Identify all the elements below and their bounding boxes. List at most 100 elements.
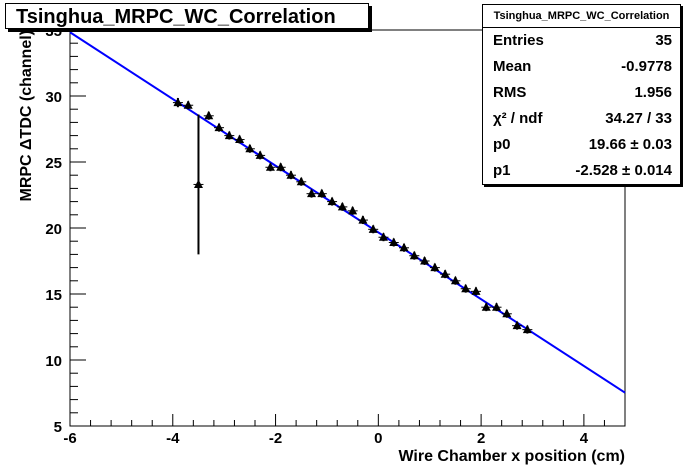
data-point [265, 162, 276, 172]
triangle-marker [337, 201, 347, 211]
data-point [327, 196, 338, 206]
data-point [460, 283, 471, 293]
triangle-marker [327, 196, 337, 206]
stats-row: p0 19.66 ± 0.03 [483, 132, 680, 158]
data-point [244, 143, 255, 153]
triangle-marker [512, 320, 522, 330]
data-point [357, 215, 368, 225]
stats-row-name: p0 [493, 136, 511, 153]
data-point [183, 100, 194, 110]
x-tick-label: 0 [374, 430, 382, 447]
stats-row: Entries 35 [483, 28, 680, 54]
fit-line [69, 31, 626, 394]
triangle-marker [358, 215, 368, 224]
triangle-marker [265, 162, 275, 171]
stats-row-name: Mean [493, 58, 532, 75]
x-tick-label: 4 [580, 430, 589, 447]
data-point [440, 269, 451, 279]
stats-row: χ² / ndf 34.27 / 33 [483, 106, 680, 132]
stats-row-name: χ² / ndf [493, 110, 543, 127]
x-tick-label: -2 [269, 430, 282, 447]
x-tick-label: -4 [166, 430, 180, 447]
x-tick-label: 2 [477, 430, 485, 447]
triangle-marker [317, 188, 327, 198]
triangle-marker [440, 269, 450, 278]
triangle-marker [492, 302, 502, 311]
triangle-marker [420, 256, 430, 265]
data-point [337, 201, 348, 211]
data-point [275, 162, 286, 172]
triangle-marker [502, 308, 512, 318]
data-point [203, 110, 214, 120]
triangle-marker [307, 188, 317, 198]
stats-row: p1 -2.528 ± 0.014 [483, 158, 680, 184]
y-tick-label: 30 [45, 89, 62, 106]
data-point [399, 242, 410, 252]
data-point [224, 130, 235, 140]
data-point [522, 324, 533, 334]
triangle-marker [471, 286, 481, 295]
triangle-marker [296, 176, 306, 186]
y-tick-label: 15 [45, 287, 62, 304]
x-axis-label: Wire Chamber x position (cm) [398, 448, 625, 465]
data-points [172, 97, 533, 334]
y-tick-label: 10 [45, 353, 62, 370]
stats-rows: Entries 35 Mean -0.9778 RMS 1.956 χ² / ndf 34.2… [483, 28, 680, 184]
stats-row: RMS 1.956 [483, 80, 680, 106]
data-point [450, 275, 461, 285]
data-point [512, 320, 523, 330]
triangle-marker [245, 143, 255, 153]
triangle-marker [224, 130, 234, 140]
stats-row: Mean -0.9778 [483, 54, 680, 80]
data-point [214, 122, 225, 132]
data-point [172, 97, 183, 108]
triangle-marker [409, 250, 419, 260]
data-point [388, 237, 399, 247]
stats-row-name: p1 [493, 162, 511, 179]
data-point [255, 150, 266, 160]
data-point [491, 302, 502, 312]
x-tick-label: -6 [63, 430, 76, 447]
triangle-marker [204, 110, 214, 120]
data-point [347, 205, 358, 215]
stats-header: Tsinghua_MRPC_WC_Correlation [483, 5, 680, 28]
triangle-marker [348, 205, 358, 215]
data-point [368, 224, 379, 234]
triangle-marker [481, 302, 491, 311]
triangle-marker [173, 97, 183, 107]
data-point [285, 170, 296, 180]
y-axis-label: MRPC ΔTDC (channel) [18, 30, 35, 202]
data-point [306, 188, 317, 198]
triangle-marker [430, 262, 440, 272]
triangle-marker [183, 100, 193, 109]
triangle-marker [276, 162, 286, 171]
stats-row-value: 34.27 / 33 [605, 110, 672, 127]
triangle-marker [214, 122, 224, 132]
stats-row-value: 35 [655, 32, 672, 49]
stats-row-value: -2.528 ± 0.014 [575, 162, 672, 179]
data-point [193, 114, 204, 255]
triangle-marker [522, 324, 532, 334]
triangle-marker [378, 232, 388, 241]
data-point [501, 308, 512, 318]
y-tick-label: 25 [45, 155, 62, 172]
stats-row-value: 19.66 ± 0.03 [588, 136, 672, 153]
stats-row-value: -0.9778 [621, 58, 672, 75]
triangle-marker [389, 237, 399, 247]
triangle-marker [255, 150, 265, 159]
data-point [409, 250, 420, 260]
triangle-marker [368, 224, 378, 233]
y-tick-label: 5 [54, 419, 62, 436]
data-point [419, 256, 430, 265]
data-point [429, 262, 440, 272]
axis-ticks [69, 29, 626, 427]
stats-row-value: 1.956 [634, 84, 672, 101]
stats-row-name: RMS [493, 84, 527, 101]
triangle-marker [399, 242, 409, 252]
stats-row-name: Entries [493, 32, 544, 49]
data-point [378, 232, 389, 242]
triangle-marker [286, 170, 296, 179]
triangle-marker [193, 179, 203, 188]
data-point [234, 134, 245, 144]
